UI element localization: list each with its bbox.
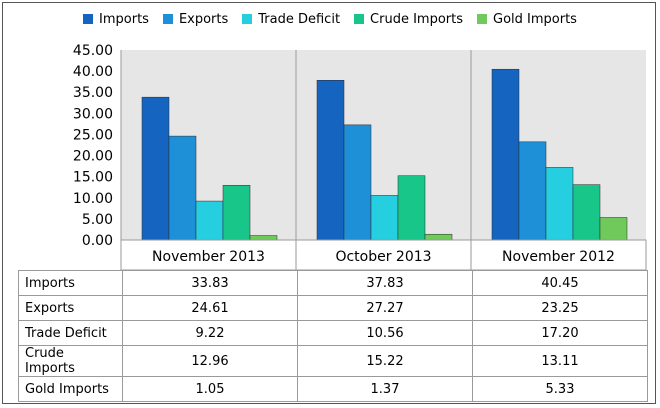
bar-gold-imports	[599, 217, 628, 241]
bar-gold-imports	[424, 233, 453, 241]
bar-imports	[141, 96, 170, 241]
table-cell: 1.37	[297, 376, 473, 402]
table-cell: 15.22	[297, 345, 473, 377]
table-row: Exports 24.61 27.27 23.25	[18, 295, 648, 321]
table-row-label: Imports	[18, 270, 123, 296]
legend-label: Crude Imports	[370, 11, 464, 27]
legend-item: Gold Imports	[477, 12, 577, 27]
table-cell: 23.25	[472, 295, 648, 321]
legend-swatch	[354, 14, 365, 24]
data-table: Imports 33.83 37.83 40.45 Exports 24.61 27.27 2…	[18, 270, 648, 402]
legend-swatch	[477, 14, 488, 24]
y-tick-label: 5.00	[82, 212, 113, 228]
table-row-label: Gold Imports	[18, 376, 123, 402]
table-row-label: Trade Deficit	[18, 320, 123, 346]
y-tick-label: 30.00	[73, 106, 113, 122]
table-cell: 40.45	[472, 270, 648, 296]
bar-crude-imports	[397, 175, 426, 241]
table-cell: 10.56	[297, 320, 473, 346]
bar-crude-imports	[222, 185, 251, 241]
legend-item: Imports	[83, 12, 149, 27]
table-cell: 1.05	[122, 376, 298, 402]
y-tick-label: 15.00	[73, 170, 113, 186]
bar-imports	[491, 68, 520, 241]
bar-trade-deficit	[370, 195, 399, 241]
legend-label: Exports	[178, 11, 229, 27]
y-tick-label: 40.00	[73, 64, 113, 80]
table-cell: 9.22	[122, 320, 298, 346]
table-cell: 5.33	[472, 376, 648, 402]
legend-label: Imports	[99, 11, 149, 27]
legend-item: Crude Imports	[354, 12, 463, 27]
y-tick-label: 25.00	[73, 127, 113, 143]
bar-trade-deficit	[195, 200, 224, 241]
table-row: Imports 33.83 37.83 40.45	[18, 270, 648, 296]
y-tick-label: 0.00	[82, 233, 113, 249]
table-cell: 17.20	[472, 320, 648, 346]
category-label: November 2012	[502, 249, 615, 265]
y-tick-label: 20.00	[73, 149, 113, 165]
table-row: Crude Imports 12.96 15.22 13.11	[18, 345, 648, 377]
legend-label: Trade Deficit	[258, 11, 341, 27]
legend: Imports Exports Trade Deficit Crude Imports…	[0, 8, 660, 30]
bar-imports	[316, 80, 345, 241]
table-cell: 24.61	[122, 295, 298, 321]
bar-crude-imports	[572, 184, 601, 241]
y-tick-label: 35.00	[73, 85, 113, 101]
table-cell: 33.83	[122, 270, 298, 296]
table-cell: 13.11	[472, 345, 648, 377]
bar-exports	[518, 141, 547, 241]
table-row: Gold Imports 1.05 1.37 5.33	[18, 376, 648, 402]
table-row: Trade Deficit 9.22 10.56 17.20	[18, 320, 648, 346]
bar-trade-deficit	[545, 167, 574, 241]
table-row-label: Crude Imports	[18, 345, 123, 377]
legend-swatch	[162, 14, 173, 24]
category-label: October 2013	[335, 249, 431, 265]
legend-item: Exports	[162, 11, 229, 27]
y-tick-label: 45.00	[73, 43, 113, 59]
table-cell: 37.83	[297, 270, 473, 296]
table-cell: 12.96	[122, 345, 298, 377]
bar-exports	[343, 124, 372, 241]
table-cell: 27.27	[297, 295, 473, 321]
legend-label: Gold Imports	[493, 11, 577, 27]
bar-exports	[168, 135, 197, 241]
y-tick-label: 10.00	[73, 191, 113, 207]
table-row-label: Exports	[18, 295, 123, 321]
category-header-row	[120, 239, 647, 271]
legend-swatch	[242, 14, 253, 24]
legend-swatch	[83, 14, 94, 24]
legend-item: Trade Deficit	[242, 12, 340, 27]
category-label: November 2013	[152, 249, 265, 265]
bar-gold-imports	[249, 235, 278, 241]
